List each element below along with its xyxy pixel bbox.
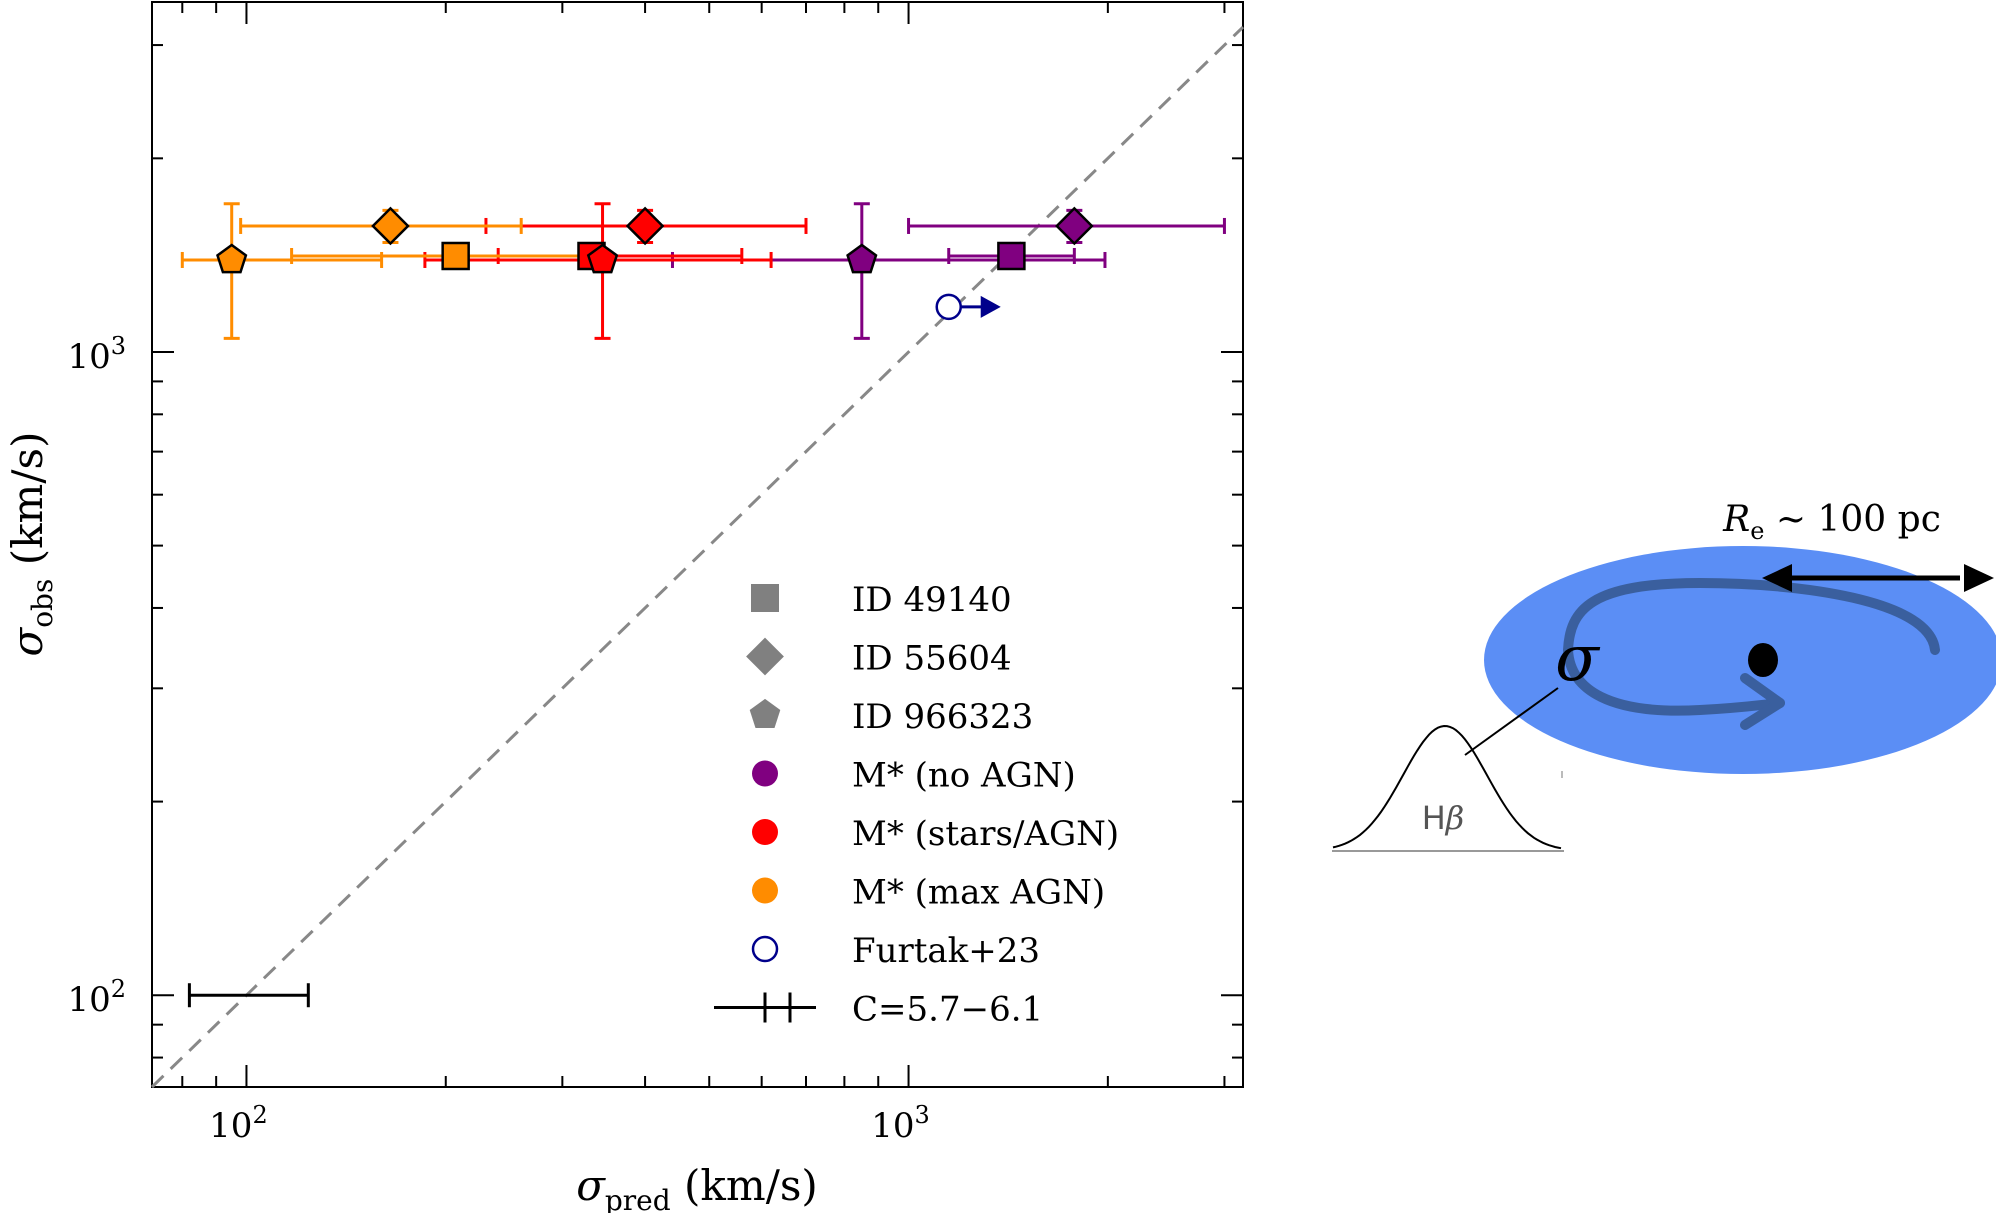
black-hole-dot [1748,643,1778,677]
x-tick-label: 103 [871,1101,930,1146]
legend-label: ID 966323 [852,697,1033,737]
c-range-errorbar [187,983,310,1008]
plot-frame [151,1,1244,1088]
rotation-arrow [1562,577,1940,716]
y-axis-label: σobs (km/s) [3,432,59,657]
data-point [1055,206,1094,246]
galaxy-illustration: σ Re ~ 100 pc Hβ [1332,499,1996,852]
rotation-arrow-head [1740,673,1785,730]
x-axis-label: σpred (km/s) [576,1161,818,1213]
legend-symbol [751,935,779,963]
legend-symbol [752,760,778,787]
data-point [625,206,665,246]
legend-symbol [746,637,784,676]
x-tick-label: 102 [209,1101,268,1146]
data-point [997,241,1026,271]
axis-ticks [152,2,1243,1087]
line-profile [1332,724,1562,850]
sigma-symbol: σ [1555,622,1601,696]
legend-symbol [752,819,778,845]
data-point [371,206,410,246]
data-point [216,243,248,274]
radius-arrow-head-left [1762,564,1792,592]
pointer-line [1464,687,1559,756]
legend-label: ID 49140 [852,580,1012,620]
axis-tick-labels: 102 103 102 103 [67,332,929,1146]
data-markers [216,206,1094,321]
y-tick-label: 103 [67,332,126,377]
radius-label: Re ~ 100 pc [1722,499,1941,545]
legend-symbol [751,584,779,612]
y-tick-label: 102 [67,975,126,1020]
legend-symbol [749,698,781,728]
one-to-one-line [150,25,1245,1089]
legend-label: M* (max AGN) [852,873,1105,913]
line-label: Hβ [1422,799,1465,837]
legend-label: M* (stars/AGN) [852,814,1119,854]
data-point [586,243,619,274]
data-point [935,293,962,321]
data-point [846,243,878,274]
legend: ID 49140 ID 55604 ID 966323 M* (no AGN) M* (… [714,580,1119,1030]
legend-label: ID 55604 [852,639,1012,679]
legend-label: Furtak+23 [852,931,1040,971]
legend-symbol [752,877,778,904]
data-point [441,241,470,271]
lower-limit-arrow-head [980,295,1001,318]
legend-label: M* (no AGN) [852,756,1076,796]
legend-label: C=5.7−6.1 [852,990,1043,1030]
radius-arrow-head-right [1964,564,1994,592]
